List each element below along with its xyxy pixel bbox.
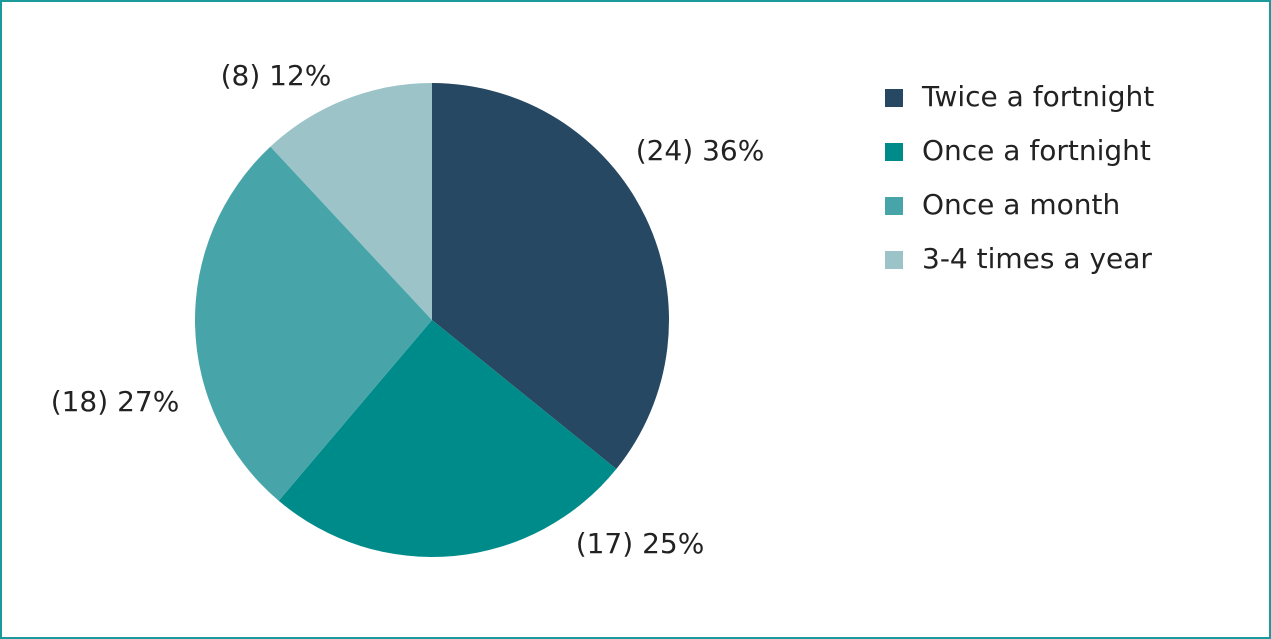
legend-swatch	[885, 143, 903, 161]
legend-swatch	[885, 197, 903, 215]
pie-slice	[278, 320, 617, 557]
legend-label: Once a month	[922, 188, 1120, 221]
data-label: (24) 36%	[636, 134, 765, 167]
pie-slice	[270, 83, 432, 320]
data-label: (8) 12%	[221, 59, 332, 92]
legend-swatch	[885, 89, 903, 107]
pie-slice	[195, 146, 432, 501]
pie-slice	[432, 83, 669, 470]
legend-label: Once a fortnight	[922, 134, 1151, 167]
legend-label: Twice a fortnight	[921, 80, 1154, 113]
data-label: (18) 27%	[51, 385, 180, 418]
legend-swatch	[885, 251, 903, 269]
data-label: (17) 25%	[576, 527, 705, 560]
legend-label: 3-4 times a year	[922, 242, 1152, 275]
